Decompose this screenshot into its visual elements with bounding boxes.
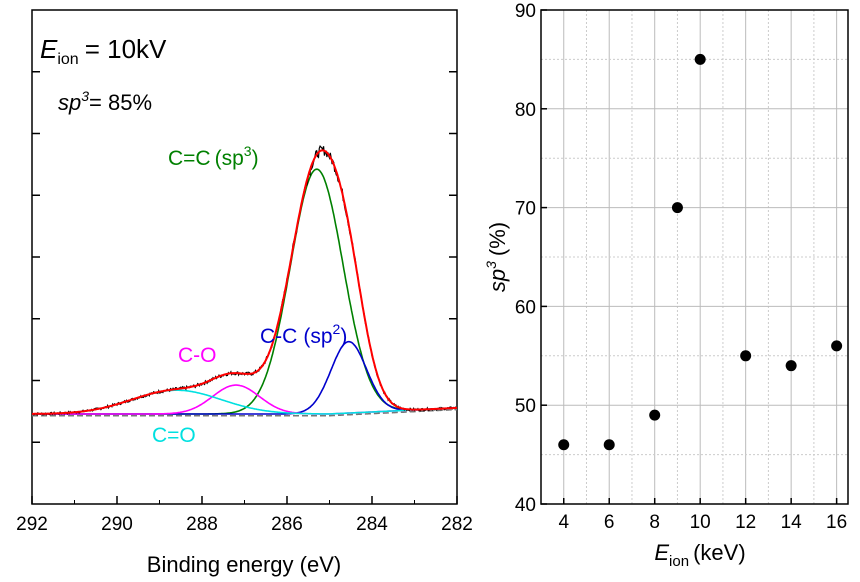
xps-x-ticks: 292 290 288 286 284 282 xyxy=(16,496,473,535)
series-label-cc-sp3: C=C (sp3) xyxy=(168,143,259,170)
xps-x-tick-label: 290 xyxy=(101,514,133,535)
xps-plot-frame xyxy=(31,9,458,505)
xps-x-axis-label: Binding energy (eV) xyxy=(147,552,341,577)
series-label-c-double-o: C=O xyxy=(152,424,196,447)
scatter-y-tick-label: 40 xyxy=(515,495,536,516)
xps-component-0 xyxy=(32,168,457,415)
scatter-x-tick-label: 4 xyxy=(558,512,569,533)
sp3-scatter-panel: 4 6 8 10 12 14 16 40 50 60 70 80 90 Eion (keV) sp3(%… xyxy=(483,1,849,570)
sp3-annotation: sp3= 85% xyxy=(58,88,152,115)
scatter-point xyxy=(831,340,843,352)
scatter-point xyxy=(785,360,797,372)
scatter-point xyxy=(740,350,752,362)
scatter-x-tick-label: 8 xyxy=(649,512,660,533)
scatter-point xyxy=(694,53,706,65)
xps-fit-envelope xyxy=(32,149,457,415)
xps-x-tick-label: 292 xyxy=(16,514,48,535)
scatter-point xyxy=(671,202,683,214)
xps-x-tick-label: 282 xyxy=(441,514,473,535)
scatter-y-tick-label: 60 xyxy=(515,297,536,318)
scatter-points xyxy=(558,53,843,451)
scatter-y-tick-label: 70 xyxy=(515,199,536,220)
xps-curves xyxy=(31,144,458,417)
scatter-point xyxy=(558,439,570,451)
xps-x-tick-label: 286 xyxy=(271,514,303,535)
scatter-x-tick-label: 10 xyxy=(690,512,711,533)
scatter-x-axis-label: Eion (keV) xyxy=(654,540,745,570)
scatter-x-tick-label: 6 xyxy=(604,512,615,533)
scatter-y-tick-label: 80 xyxy=(515,100,536,121)
xps-x-tick-label: 284 xyxy=(356,514,388,535)
scatter-point xyxy=(649,409,661,421)
xps-spectrum-panel: 292 290 288 286 284 282 Binding energy (eV) E… xyxy=(16,9,473,577)
xps-y-ticks xyxy=(32,71,457,443)
scatter-x-ticks: 4 6 8 10 12 14 16 xyxy=(558,498,847,533)
energy-annotation: Eion = 10kV xyxy=(40,34,167,68)
scatter-x-tick-label: 12 xyxy=(735,512,756,533)
scatter-point xyxy=(603,439,615,451)
scatter-x-tick-label: 14 xyxy=(781,512,803,533)
xps-background-line xyxy=(32,408,457,417)
scatter-y-axis-label: sp3(%) xyxy=(483,222,510,292)
xps-x-tick-label: 288 xyxy=(186,514,218,535)
scatter-plot-frame xyxy=(540,9,849,505)
scatter-y-tick-label: 50 xyxy=(515,396,536,417)
scatter-grid xyxy=(540,9,848,505)
series-label-co: C-O xyxy=(178,344,217,367)
series-label-cc-sp2: C-C (sp2) xyxy=(260,321,347,348)
scatter-y-ticks: 40 50 60 70 80 90 xyxy=(515,1,547,516)
scatter-x-tick-label: 16 xyxy=(826,512,847,533)
scatter-y-tick-label: 90 xyxy=(515,1,536,22)
